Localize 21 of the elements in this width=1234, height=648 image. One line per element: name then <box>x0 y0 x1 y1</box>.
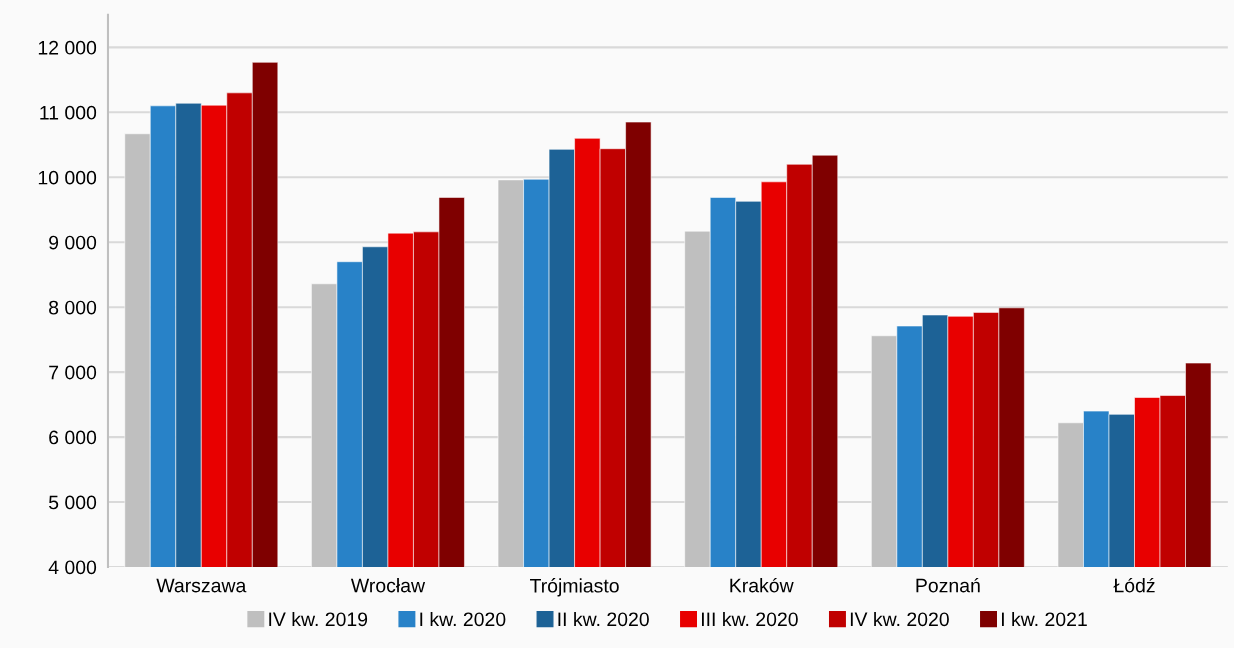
y-tick-label: 5 000 <box>48 495 97 510</box>
legend-label: I kw. 2020 <box>420 611 506 627</box>
x-tick-label: Kraków <box>730 577 794 593</box>
y-tick-label: 6 000 <box>49 430 97 445</box>
legend-label: IV kw. 2019 <box>269 611 368 627</box>
x-tick-label: Poznań <box>916 577 980 593</box>
y-tick-label: 7 000 <box>49 365 97 380</box>
y-tick-label: 9 000 <box>49 235 97 250</box>
legend-label: III kw. 2020 <box>702 611 798 627</box>
legend-label: I kw. 2021 <box>1001 611 1087 627</box>
x-tick-label: Warszawa <box>156 578 247 593</box>
x-tick-label: Wrocław <box>350 578 426 593</box>
y-tick-label: 11 000 <box>40 105 97 120</box>
legend-label: IV kw. 2020 <box>850 611 949 627</box>
y-tick-label: 4 000 <box>48 560 97 575</box>
y-tick-label: 12 000 <box>38 40 97 55</box>
legend-label: II kw. 2020 <box>558 611 649 627</box>
x-tick-label: Łódź <box>1113 577 1155 593</box>
y-tick-label: 8 000 <box>49 300 97 315</box>
y-tick-label: 10 000 <box>38 170 97 185</box>
x-tick-label: Trójmiasto <box>530 578 619 597</box>
